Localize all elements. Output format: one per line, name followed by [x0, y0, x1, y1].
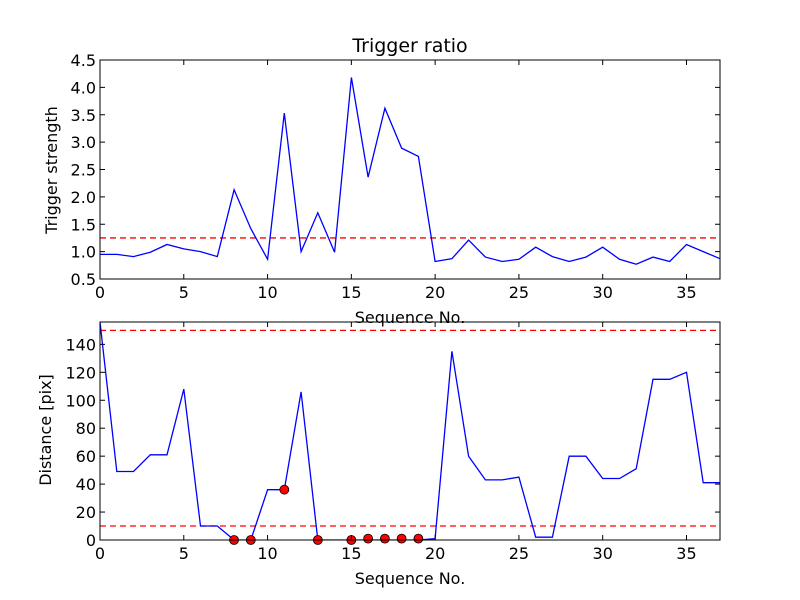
- data-marker: [413, 533, 424, 544]
- y-tick-label: 2.5: [71, 161, 96, 180]
- y-tick-label: 3.0: [71, 133, 96, 152]
- y-tick-label: 140: [65, 335, 96, 354]
- x-tick-label: 10: [257, 544, 277, 563]
- chart-title: Trigger ratio: [351, 35, 467, 57]
- x-tick-label: 30: [593, 283, 613, 302]
- x-tick-label: 15: [341, 283, 361, 302]
- trigger-ratio-chart: Trigger ratio 0 5 10 15 20 25 30 35 0.5 1.0 1.5 2.0…: [42, 35, 721, 327]
- x-tick-label: 20: [425, 544, 445, 563]
- y-tick-label: 20: [76, 503, 96, 522]
- x-tick-label: 0: [95, 544, 105, 563]
- x-tick-label: 20: [425, 283, 445, 302]
- x-tick-label: 35: [676, 544, 696, 563]
- y-tick-label: 100: [65, 391, 96, 410]
- y-tick-label: 4.0: [71, 78, 96, 97]
- x-tick-label: 10: [257, 283, 277, 302]
- y-tick-label: 3.5: [71, 106, 96, 125]
- series-line: [100, 322, 720, 540]
- data-marker: [379, 533, 390, 544]
- distance-plot-area: 0 5 10 15 20 25 30 35 0 20 40 60 80 100 120 140: [65, 321, 721, 563]
- x-tick-label: 35: [676, 283, 696, 302]
- x-tick-label: 15: [341, 544, 361, 563]
- y-tick-label: 1.0: [71, 243, 96, 262]
- y-tick-label: 120: [65, 363, 96, 382]
- series-line: [100, 77, 720, 265]
- x-tick-label: 25: [509, 283, 529, 302]
- y-tick-label: 4.5: [71, 51, 96, 70]
- y-axis-label: Distance [pix]: [36, 374, 55, 486]
- x-axis-label: Sequence No.: [355, 569, 466, 588]
- distance-chart: 0 5 10 15 20 25 30 35 0 20 40 60 80 100 120 140 Sequenc…: [36, 321, 721, 588]
- x-axis-label: Sequence No.: [355, 308, 466, 327]
- y-tick-label: 40: [76, 475, 96, 494]
- x-tick-label: 5: [179, 544, 189, 563]
- x-tick-label: 25: [509, 544, 529, 563]
- data-marker: [396, 533, 407, 544]
- y-tick-label: 2.0: [71, 188, 96, 207]
- data-marker: [279, 484, 290, 495]
- y-tick-label: 1.5: [71, 215, 96, 234]
- data-marker: [363, 533, 374, 544]
- y-axis-label: Trigger strength: [42, 106, 61, 235]
- x-tick-label: 30: [593, 544, 613, 563]
- axes-frame: [99, 321, 721, 541]
- y-tick-label: 0.5: [71, 270, 96, 289]
- y-tick-label: 60: [76, 447, 96, 466]
- y-tick-label: 0: [86, 531, 96, 550]
- x-tick-label: 5: [179, 283, 189, 302]
- trigger-plot-area: 0 5 10 15 20 25 30 35 0.5 1.0 1.5 2.0 2.5 3.0 3.5 4.0 4.…: [71, 51, 721, 302]
- y-tick-label: 80: [76, 419, 96, 438]
- x-tick-label: 0: [95, 283, 105, 302]
